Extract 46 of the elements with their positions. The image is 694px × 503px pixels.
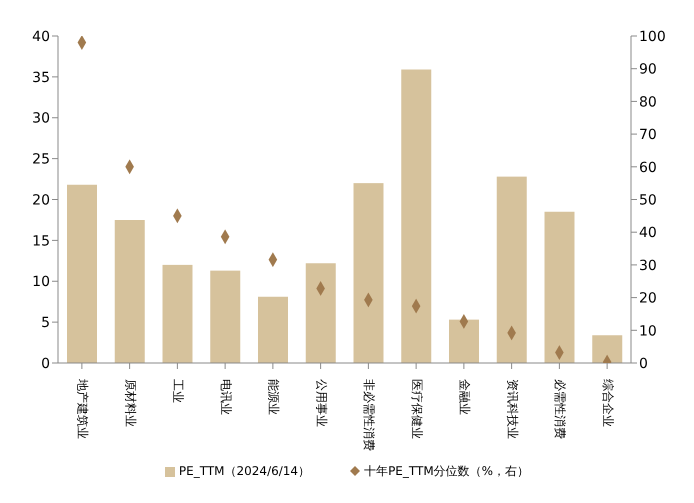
x-tick-label: 地产建筑业 bbox=[76, 378, 90, 439]
y2-tick-label: 80 bbox=[639, 94, 657, 110]
y2-tick-label: 20 bbox=[639, 290, 657, 307]
y2-tick-label: 100 bbox=[639, 28, 666, 45]
y2-tick-label: 50 bbox=[639, 192, 657, 208]
y-tick-label: 40 bbox=[32, 28, 50, 45]
bar bbox=[401, 70, 432, 363]
x-tick-label: 资讯科技业 bbox=[505, 379, 520, 439]
bar bbox=[258, 296, 288, 363]
bar bbox=[210, 270, 240, 363]
y-tick-label: 35 bbox=[32, 70, 50, 86]
legend-label: 十年PE_TTM分位数（%，右） bbox=[364, 463, 530, 480]
bar bbox=[306, 263, 336, 363]
x-tick-label: 金融业 bbox=[458, 379, 472, 415]
bar bbox=[162, 264, 192, 363]
y2-tick-label: 90 bbox=[639, 62, 657, 78]
y2-tick-label: 70 bbox=[639, 127, 657, 144]
bar bbox=[496, 176, 527, 363]
x-tick-label: 医疗保健业 bbox=[410, 379, 424, 439]
x-tick-label: 公用事业 bbox=[314, 379, 328, 427]
bar bbox=[544, 212, 574, 363]
y2-tick-label: 10 bbox=[639, 323, 657, 340]
x-tick-label: 必需性消费 bbox=[553, 379, 568, 439]
bar bbox=[592, 335, 622, 363]
y-tick-label: 30 bbox=[32, 110, 50, 127]
y2-tick-label: 60 bbox=[639, 160, 657, 176]
x-tick-label: 非必需性消费 bbox=[362, 379, 376, 451]
y2-tick-label: 30 bbox=[639, 258, 657, 274]
y2-tick-label: 0 bbox=[639, 356, 648, 372]
bar bbox=[354, 183, 384, 363]
y-tick-label: 10 bbox=[32, 274, 50, 290]
y-tick-label: 5 bbox=[41, 315, 50, 332]
x-tick-label: 电讯业 bbox=[218, 379, 233, 415]
x-tick-label: 能源业 bbox=[266, 379, 281, 415]
bar bbox=[67, 184, 97, 363]
bar bbox=[449, 320, 479, 363]
y-tick-label: 15 bbox=[32, 233, 50, 250]
x-tick-label: 综合企业 bbox=[600, 379, 615, 427]
y2-tick-label: 40 bbox=[639, 225, 657, 242]
x-tick-label: 工业 bbox=[171, 379, 186, 403]
y-tick-label: 20 bbox=[32, 192, 50, 208]
y-tick-label: 25 bbox=[32, 152, 50, 168]
y-tick-label: 0 bbox=[41, 356, 50, 372]
bar bbox=[114, 220, 145, 363]
x-tick-label: 原材料业 bbox=[123, 379, 138, 427]
legend-label: PE_TTM（2024/6/14） bbox=[178, 463, 310, 480]
